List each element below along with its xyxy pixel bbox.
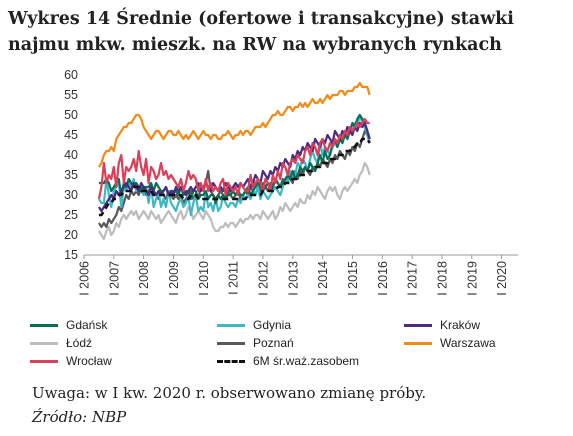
x-tick-label: I 2006 (78, 261, 92, 296)
x-tick-label: I 2013 (286, 261, 300, 296)
legend-swatch (30, 323, 58, 327)
legend-swatch (404, 323, 432, 327)
chart-legend: Gdańsk Gdynia Kraków Łódź Poznań Warszawa Wroc… (30, 316, 550, 370)
x-tick-label: I 2020 (495, 261, 509, 296)
y-tick-label: 55 (64, 88, 78, 102)
y-tick-label: 50 (64, 108, 78, 122)
legend-swatch (217, 341, 245, 345)
legend-label: Gdynia (253, 318, 292, 332)
series-line-8 (98, 137, 371, 217)
legend-item: Gdańsk (30, 316, 107, 334)
y-tick-label: 20 (64, 228, 78, 242)
series-line-4 (97, 161, 371, 241)
y-tick-label: 15 (64, 248, 78, 262)
y-tick-label: 25 (64, 208, 78, 222)
plot-area (97, 81, 371, 241)
x-tick-label: I 2009 (167, 261, 181, 296)
y-tick-label: 30 (64, 188, 78, 202)
legend-item: Warszawa (404, 334, 496, 352)
legend-item: Wrocław (30, 352, 112, 370)
legend-swatch (30, 341, 58, 345)
legend-label: Wrocław (66, 354, 112, 368)
legend-label: 6M śr.waż.zasobem (253, 354, 360, 368)
legend-label: Poznań (253, 336, 294, 350)
legend-label: Łódź (66, 336, 93, 350)
y-tick-label: 45 (64, 128, 78, 142)
legend-label: Kraków (440, 318, 481, 332)
legend-swatch (404, 341, 432, 345)
legend-swatch (217, 323, 245, 327)
x-tick-label: I 2010 (197, 261, 211, 296)
legend-swatch (30, 359, 58, 363)
x-tick-label: I 2007 (107, 261, 121, 296)
legend-item: Gdynia (217, 316, 291, 334)
x-tick-label: I 2012 (256, 261, 270, 296)
y-tick-label: 40 (64, 148, 78, 162)
y-tick-label: 60 (64, 68, 78, 82)
line-chart: 15 20 25 30 35 40 45 50 55 60 I 2006 I 2007 I 2008 I … (64, 68, 518, 296)
legend-label: Warszawa (440, 336, 496, 350)
x-tick-label: I 2008 (137, 261, 151, 296)
legend-swatch (217, 359, 245, 363)
series-line-7 (97, 117, 370, 200)
legend-item: Łódź (30, 334, 92, 352)
chart-axes: 15 20 25 30 35 40 45 50 55 60 I 2006 I 2007 I 2008 I … (64, 68, 518, 296)
legend-label: Gdańsk (66, 318, 108, 332)
chart-source: Źródło: NBP (32, 408, 127, 426)
y-tick-label: 35 (64, 168, 78, 182)
chart-title: Wykres 14 Średnie (ofertowe i transakcyj… (8, 6, 568, 58)
x-tick-label: I 2017 (406, 261, 420, 296)
x-tick-label: I 2019 (465, 261, 479, 296)
x-tick-label: I 2011 (227, 261, 241, 295)
chart-title-line-2: najmu mkw. mieszk. na RW na wybranych ry… (8, 35, 502, 55)
legend-item: Poznań (217, 334, 294, 352)
x-tick-label: I 2018 (435, 261, 449, 296)
x-tick-label: I 2015 (346, 261, 360, 296)
series-line-6 (97, 81, 371, 168)
chart-note: Uwaga: w I kw. 2020 r. obserwowano zmian… (32, 384, 427, 402)
chart-title-line-1: Wykres 14 Średnie (ofertowe i transakcyj… (8, 9, 514, 29)
legend-item: 6M śr.waż.zasobem (217, 352, 359, 370)
x-tick-label: I 2014 (316, 261, 330, 296)
legend-item: Kraków (404, 316, 480, 334)
x-tick-label: I 2016 (376, 261, 390, 296)
